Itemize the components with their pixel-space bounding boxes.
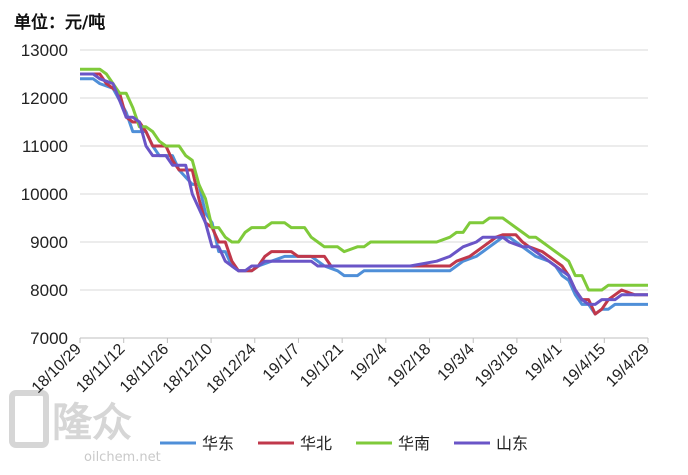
x-tick-label: 19/2/18 [385, 341, 435, 391]
watermark-logo-mark [9, 390, 49, 448]
x-tick-label: 19/3/18 [472, 341, 522, 391]
x-tick-label: 19/1/21 [297, 341, 347, 391]
unit-label: 单位：元/吨 [14, 13, 106, 33]
legend-label: 华北 [300, 434, 332, 453]
series-line-3 [80, 67, 648, 292]
x-tick-label: 19/4/15 [559, 341, 609, 391]
watermark-logo: 隆众 oilchem.net [9, 390, 161, 465]
legend-label: 山东 [496, 434, 528, 453]
y-tick-label: 7000 [30, 329, 68, 348]
series-line-4 [80, 72, 648, 306]
watermark-site: oilchem.net [84, 450, 161, 465]
y-tick-label: 10000 [21, 185, 68, 204]
y-tick-label: 9000 [30, 233, 68, 252]
y-tick-label: 11000 [22, 137, 68, 156]
y-tick-label: 12000 [21, 89, 68, 108]
y-tick-label: 8000 [30, 281, 68, 300]
legend-label: 华东 [202, 434, 234, 453]
y-tick-label: 13000 [21, 41, 68, 60]
series-line-1 [80, 77, 648, 316]
watermark-logo-text: 隆众 [52, 400, 132, 446]
x-tick-label: 19/4/29 [603, 341, 653, 391]
legend-label: 华南 [398, 434, 430, 453]
